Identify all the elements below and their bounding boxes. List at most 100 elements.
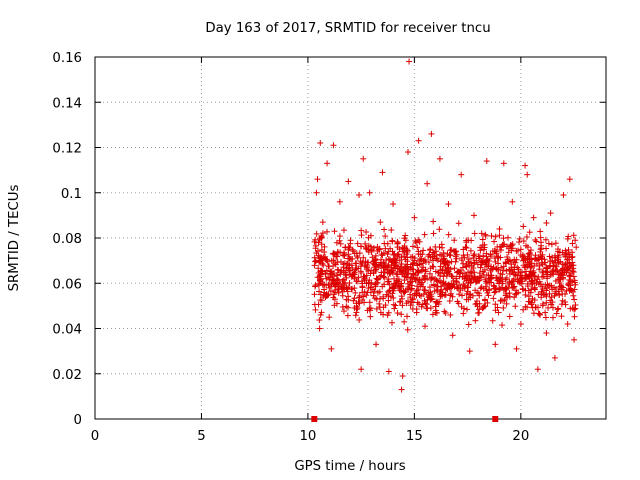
data-point — [445, 231, 452, 238]
data-point — [337, 240, 344, 247]
data-point — [571, 277, 578, 284]
data-point — [414, 262, 421, 269]
data-point — [339, 292, 346, 299]
data-point — [555, 288, 562, 295]
data-point — [372, 264, 379, 271]
data-point — [492, 341, 499, 348]
data-point — [539, 302, 546, 309]
data-point — [471, 230, 478, 237]
data-point — [500, 235, 507, 242]
data-point — [488, 232, 495, 239]
data-point — [550, 314, 557, 321]
data-point — [463, 244, 470, 251]
data-point — [360, 293, 367, 300]
data-point — [312, 258, 319, 265]
data-point — [436, 226, 443, 233]
data-point — [390, 201, 397, 208]
data-point — [421, 297, 428, 304]
zero-marker — [492, 416, 499, 422]
data-point — [311, 301, 318, 308]
data-point — [428, 293, 435, 300]
data-point — [415, 286, 422, 293]
data-point — [330, 257, 337, 264]
grid-lines — [95, 57, 606, 419]
data-point — [454, 285, 461, 292]
data-point — [358, 269, 365, 276]
data-point — [401, 235, 408, 242]
data-point — [532, 236, 539, 243]
data-point — [336, 237, 343, 244]
data-point — [477, 244, 484, 251]
data-point — [422, 276, 429, 283]
data-point — [445, 265, 452, 272]
data-point — [540, 273, 547, 280]
data-point — [389, 319, 396, 326]
data-point — [559, 267, 566, 274]
data-point — [421, 257, 428, 264]
data-point — [429, 311, 436, 318]
data-point — [447, 247, 454, 254]
data-point — [503, 285, 510, 292]
data-point — [512, 303, 519, 310]
data-point — [507, 243, 514, 250]
data-point — [407, 286, 414, 293]
data-point — [360, 155, 367, 162]
data-point — [317, 258, 324, 265]
data-point — [471, 269, 478, 276]
data-point — [473, 257, 480, 264]
data-point — [411, 214, 418, 221]
data-point — [398, 293, 405, 300]
zero-marker — [311, 416, 318, 422]
data-point — [562, 301, 569, 308]
data-point — [558, 286, 565, 293]
data-point — [354, 240, 361, 247]
data-point — [332, 287, 339, 294]
data-point — [430, 263, 437, 270]
y-tick-label: 0.12 — [52, 142, 82, 157]
data-point — [346, 271, 353, 278]
data-point — [430, 249, 437, 256]
data-point — [522, 272, 529, 279]
data-point — [433, 298, 440, 305]
data-point — [385, 278, 392, 285]
data-point — [411, 275, 418, 282]
data-point — [313, 189, 320, 196]
data-point — [384, 250, 391, 257]
data-point — [487, 267, 494, 274]
data-point — [525, 250, 532, 257]
data-point — [312, 242, 319, 249]
data-point — [500, 160, 507, 167]
data-point — [542, 309, 549, 316]
data-point — [485, 272, 492, 279]
data-point — [509, 268, 516, 275]
data-point — [520, 257, 527, 264]
data-point — [472, 279, 479, 286]
data-point — [422, 323, 429, 330]
data-point — [490, 295, 497, 302]
data-point — [370, 270, 377, 277]
data-point — [394, 251, 401, 258]
data-point — [379, 283, 386, 290]
data-point — [438, 252, 445, 259]
data-point — [494, 304, 501, 311]
data-point — [343, 274, 350, 281]
data-point — [497, 270, 504, 277]
data-point — [318, 241, 325, 248]
data-point — [347, 240, 354, 247]
data-point — [400, 288, 407, 295]
data-point — [444, 270, 451, 277]
data-point — [376, 288, 383, 295]
data-point — [481, 266, 488, 273]
data-point — [562, 247, 569, 254]
data-point — [313, 230, 320, 237]
data-point — [368, 279, 375, 286]
data-point — [398, 254, 405, 261]
data-point — [330, 142, 337, 149]
data-point — [529, 272, 536, 279]
data-point — [538, 239, 545, 246]
data-point — [566, 176, 573, 183]
data-point — [481, 303, 488, 310]
data-point — [366, 299, 373, 306]
data-point — [391, 280, 398, 287]
data-point — [491, 289, 498, 296]
